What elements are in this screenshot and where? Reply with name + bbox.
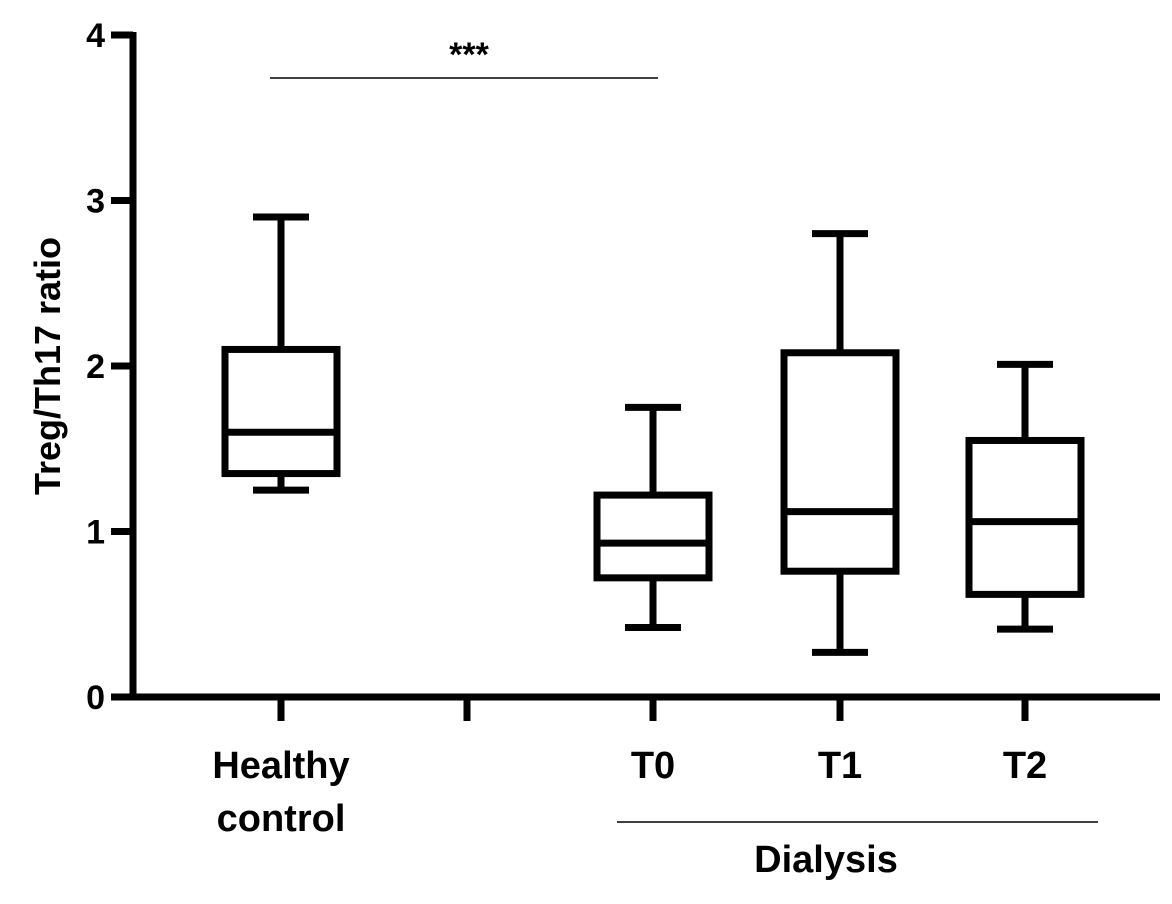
y-axis-title: Treg/Th17 ratio — [27, 237, 68, 495]
y-tick-label: 3 — [86, 183, 105, 221]
annotations: *** Dialysis — [270, 36, 1098, 881]
iqr-box — [593, 491, 713, 582]
y-tick-label: 2 — [86, 348, 105, 386]
x-category-label: T2 — [1003, 745, 1047, 787]
iqr-box — [221, 345, 341, 478]
boxes — [221, 213, 1085, 656]
axes: 0 1 2 3 4 Treg/Th17 ratio Healthy control T0 T1 T2 — [27, 17, 1160, 840]
significance-label: *** — [449, 36, 489, 74]
box-t2 — [965, 360, 1085, 633]
group-label: Dialysis — [754, 839, 898, 881]
x-category-label: Healthy — [212, 745, 349, 787]
iqr-box — [965, 436, 1085, 598]
box-t1 — [780, 230, 900, 656]
box-t0 — [593, 403, 713, 631]
iqr-box — [780, 349, 900, 575]
y-tick-label: 4 — [86, 17, 105, 55]
y-tick-label: 0 — [86, 679, 105, 717]
x-category-label: T1 — [818, 745, 862, 787]
y-tick-label: 1 — [86, 514, 105, 552]
box-healthy — [221, 213, 341, 494]
x-category-label: T0 — [631, 745, 675, 787]
x-category-label: control — [217, 798, 346, 840]
